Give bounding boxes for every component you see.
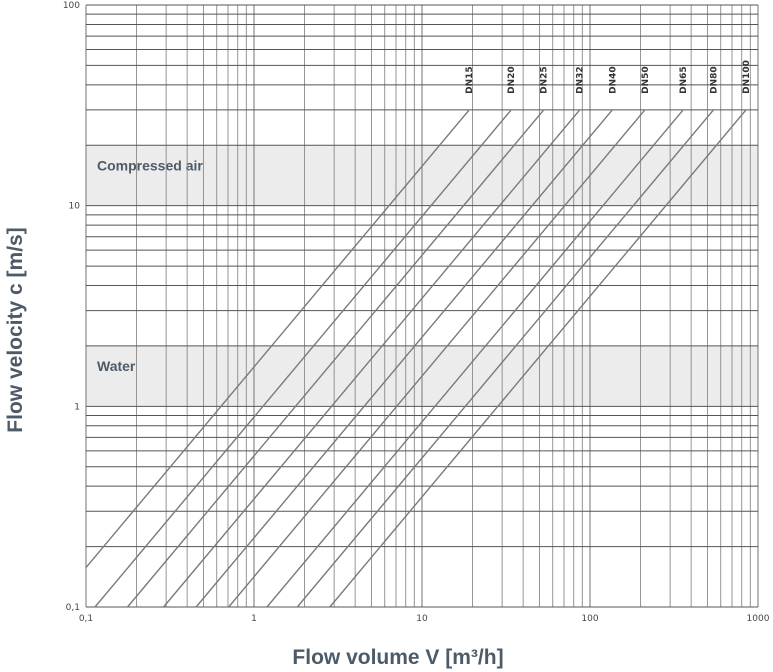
- line-dn65: [266, 109, 684, 608]
- band-label: Water: [97, 358, 136, 374]
- y-tick-label: 0,1: [66, 603, 80, 613]
- y-tick-label: 10: [69, 202, 81, 212]
- x-tick-label: 100: [581, 614, 598, 624]
- band-label: Compressed air: [97, 157, 203, 173]
- line-dn25: [127, 109, 545, 608]
- grid: [85, 4, 759, 608]
- label-dn40: DN40: [608, 66, 618, 94]
- line-dn100: [329, 109, 747, 608]
- label-dn50: DN50: [641, 66, 651, 94]
- label-dn80: DN80: [709, 66, 719, 94]
- label-dn100: DN100: [742, 60, 752, 94]
- label-dn15: DN15: [465, 66, 475, 94]
- x-tick-label: 1000: [747, 614, 770, 624]
- label-dn65: DN65: [679, 66, 689, 94]
- x-tick-label: 1: [251, 614, 257, 624]
- line-dn40: [195, 109, 613, 608]
- tick-labels: 0,1 1 10 100 1000 0,1 1 10 100: [63, 1, 770, 624]
- line-dn80: [296, 109, 714, 608]
- line-dn15: [85, 109, 470, 569]
- label-dn25: DN25: [540, 66, 550, 94]
- line-dn50: [228, 109, 646, 608]
- y-tick-label: 100: [63, 1, 80, 11]
- y-axis-title: Flow velocity c [m/s]: [4, 227, 27, 432]
- y-tick-label: 1: [74, 402, 80, 412]
- label-dn20: DN20: [507, 66, 517, 94]
- x-tick-label: 0,1: [79, 614, 93, 624]
- x-tick-label: 10: [416, 614, 428, 624]
- line-dn32: [163, 109, 581, 608]
- label-dn32: DN32: [576, 66, 586, 94]
- line-dn20: [94, 109, 512, 608]
- dn-lines: DN15 DN20 DN25 DN32 DN40 DN50 DN65 DN80 DN100: [85, 60, 752, 608]
- x-axis-title: Flow volume V [m³/h]: [292, 646, 503, 669]
